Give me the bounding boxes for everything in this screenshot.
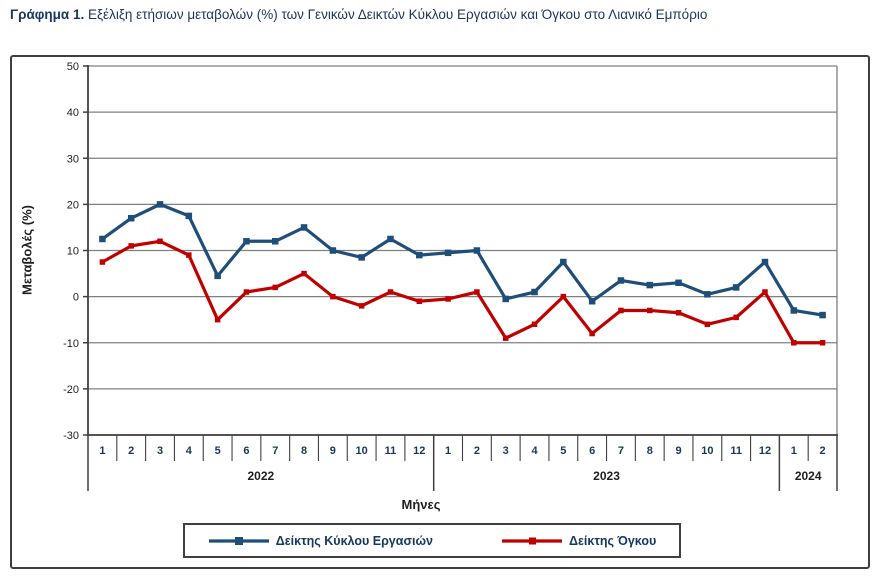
svg-text:5: 5 xyxy=(560,445,566,457)
svg-text:7: 7 xyxy=(272,445,278,457)
svg-text:1: 1 xyxy=(791,445,797,457)
svg-text:11: 11 xyxy=(730,445,742,457)
svg-text:5: 5 xyxy=(215,445,221,457)
svg-text:2: 2 xyxy=(474,445,480,457)
svg-text:12: 12 xyxy=(413,445,425,457)
legend-label-volume: Δείκτης Όγκου xyxy=(568,533,657,548)
svg-text:8: 8 xyxy=(647,445,653,457)
svg-text:1: 1 xyxy=(445,445,451,457)
svg-text:-10: -10 xyxy=(63,338,79,350)
svg-text:-30: -30 xyxy=(63,430,79,442)
legend-label-turnover: Δείκτης Κύκλου Εργασιών xyxy=(275,533,433,548)
svg-text:4: 4 xyxy=(531,445,538,457)
legend-line-icon-blue xyxy=(208,536,269,545)
series-turnover xyxy=(99,201,826,319)
svg-text:2024: 2024 xyxy=(795,469,822,483)
y-axis-ticks: 50 40 30 20 10 0 -10 -20 -30 xyxy=(63,61,88,442)
svg-text:1: 1 xyxy=(99,445,105,457)
svg-text:11: 11 xyxy=(385,445,397,457)
svg-text:10: 10 xyxy=(356,445,368,457)
chart-title: Γράφημα 1. Εξέλιξη ετήσιων μεταβολών (%)… xyxy=(10,7,880,22)
chart-title-prefix: Γράφημα 1. xyxy=(10,7,85,22)
chart-outer-frame xyxy=(10,55,870,569)
legend-entry-turnover: Δείκτης Κύκλου Εργασιών xyxy=(208,534,433,548)
svg-text:40: 40 xyxy=(67,107,79,119)
svg-text:3: 3 xyxy=(503,445,509,457)
legend-box: Δείκτης Κύκλου Εργασιών Δείκτης Όγκου xyxy=(183,523,681,558)
svg-text:2022: 2022 xyxy=(247,469,274,483)
svg-text:2: 2 xyxy=(820,445,826,457)
svg-text:4: 4 xyxy=(186,445,193,457)
svg-text:3: 3 xyxy=(157,445,163,457)
svg-text:9: 9 xyxy=(330,445,336,457)
svg-text:30: 30 xyxy=(67,153,79,165)
axes xyxy=(87,65,838,436)
svg-text:8: 8 xyxy=(301,445,307,457)
series-volume xyxy=(99,238,826,346)
svg-text:9: 9 xyxy=(675,445,681,457)
svg-text:0: 0 xyxy=(73,292,79,304)
svg-text:6: 6 xyxy=(243,445,249,457)
svg-text:20: 20 xyxy=(67,199,79,211)
y-axis-label: Μεταβολές (%) xyxy=(19,205,35,295)
svg-text:7: 7 xyxy=(618,445,624,457)
svg-text:10: 10 xyxy=(701,445,713,457)
svg-text:2023: 2023 xyxy=(593,469,620,483)
legend-line-icon-red xyxy=(501,537,562,544)
legend-entry-volume: Δείκτης Όγκου xyxy=(501,534,656,548)
svg-text:-20: -20 xyxy=(63,384,79,396)
chart-title-text: Εξέλιξη ετήσιων μεταβολών (%) των Γενικώ… xyxy=(84,7,708,22)
x-axis-label: Μήνες xyxy=(401,497,441,512)
svg-text:12: 12 xyxy=(759,445,771,457)
svg-text:2: 2 xyxy=(128,445,134,457)
svg-text:50: 50 xyxy=(67,61,79,73)
svg-text:10: 10 xyxy=(67,246,79,258)
svg-text:6: 6 xyxy=(589,445,595,457)
